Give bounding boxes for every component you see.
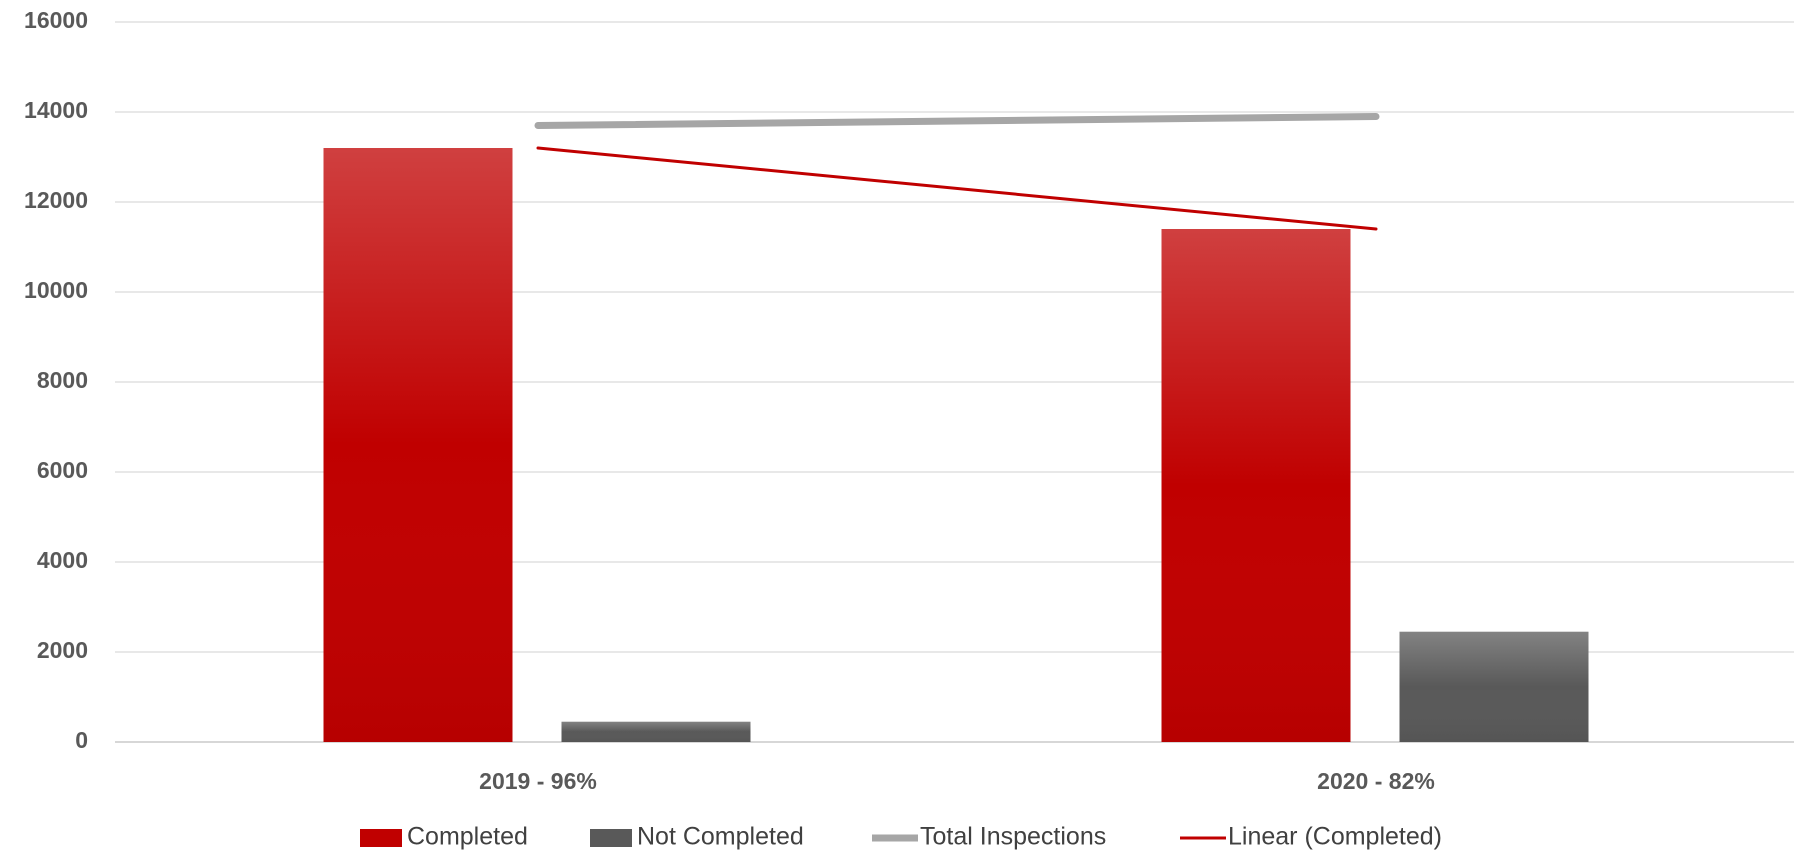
x-tick-label: 2020 - 82% xyxy=(1317,768,1435,794)
line xyxy=(536,146,1378,231)
legend-label: Total Inspections xyxy=(920,823,1106,851)
bar-shine xyxy=(323,148,513,742)
x-tick-label: 2019 - 96% xyxy=(479,768,597,794)
y-tick-label: 0 xyxy=(75,727,88,753)
line xyxy=(534,113,1380,129)
legend-swatch xyxy=(590,829,632,847)
legend-label: Linear (Completed) xyxy=(1228,823,1442,851)
y-tick-label: 8000 xyxy=(37,367,88,393)
legend-swatch xyxy=(360,829,402,847)
y-tick-label: 12000 xyxy=(24,187,88,213)
bar-shine xyxy=(1399,631,1589,742)
y-tick-label: 6000 xyxy=(37,457,88,483)
bar-shine xyxy=(561,721,751,742)
y-tick-label: 2000 xyxy=(37,637,88,663)
bar-shine xyxy=(1161,229,1351,742)
y-tick-label: 10000 xyxy=(24,277,88,303)
y-tick-label: 16000 xyxy=(24,7,88,33)
legend-label: Completed xyxy=(407,823,528,851)
y-tick-label: 14000 xyxy=(24,97,88,123)
legend-label: Not Completed xyxy=(637,823,804,851)
y-tick-label: 4000 xyxy=(37,547,88,573)
